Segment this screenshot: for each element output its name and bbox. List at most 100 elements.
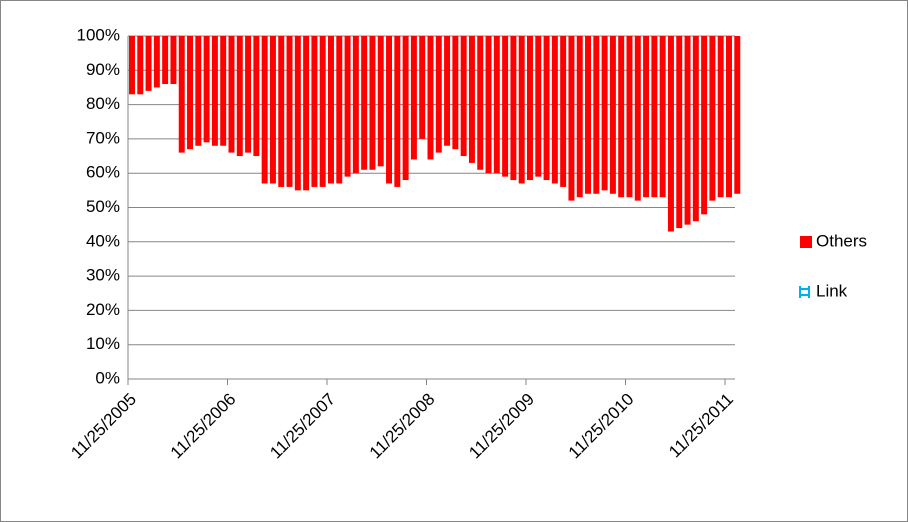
bar-segment xyxy=(145,36,152,91)
bar-segment xyxy=(369,170,375,379)
bar-segment xyxy=(444,36,451,146)
bar-segment xyxy=(717,36,724,198)
bar-segment xyxy=(468,36,475,163)
bar-segment xyxy=(667,36,674,232)
y-tick-label: 80% xyxy=(86,94,120,113)
bar-segment xyxy=(320,187,326,379)
bar-segment xyxy=(369,36,376,170)
bar-segment xyxy=(486,173,492,379)
bar-segment xyxy=(162,84,168,379)
bar-segment xyxy=(560,187,566,379)
bar-segment xyxy=(477,170,483,379)
y-tick-label: 30% xyxy=(86,266,120,285)
bar-segment xyxy=(311,36,318,187)
bar-segment xyxy=(303,36,310,191)
legend-label: Others xyxy=(816,231,867,250)
bar-segment xyxy=(692,36,699,222)
bar-segment xyxy=(452,149,458,379)
bar-segment xyxy=(510,36,517,181)
bar-segment xyxy=(204,142,210,379)
bar-segment xyxy=(137,36,144,95)
bar-segment xyxy=(701,36,708,215)
bar-segment xyxy=(718,197,724,379)
bar-segment xyxy=(203,36,210,143)
bar-segment xyxy=(502,36,509,177)
bar-segment xyxy=(154,87,160,379)
bar-segment xyxy=(709,36,716,201)
bar-segment xyxy=(228,36,235,153)
bar-segment xyxy=(336,36,343,184)
bar-segment xyxy=(709,201,715,379)
bar-segment xyxy=(601,36,608,191)
bar-segment xyxy=(627,197,633,379)
bar-segment xyxy=(212,146,218,379)
bar-segment xyxy=(651,36,658,198)
bar-segment xyxy=(153,36,160,88)
bar-segment xyxy=(593,36,600,194)
bar-segment xyxy=(734,36,741,194)
bar-segment xyxy=(519,183,525,379)
y-tick-label: 10% xyxy=(86,334,120,353)
bar-segment xyxy=(211,36,218,146)
bar-segment xyxy=(460,36,467,157)
bar-segment xyxy=(593,194,599,379)
bar-segment xyxy=(643,197,649,379)
bar-segment xyxy=(560,36,567,187)
bar-segment xyxy=(626,36,633,198)
bar-segment xyxy=(568,201,574,379)
y-tick-label: 100% xyxy=(77,25,120,44)
bar-segment xyxy=(659,36,666,198)
bar-segment xyxy=(502,177,508,379)
bar-segment xyxy=(253,36,260,157)
bar-segment xyxy=(278,36,285,187)
legend-swatch xyxy=(800,236,812,248)
bar-segment xyxy=(618,197,624,379)
bar-segment xyxy=(236,36,243,157)
y-tick-label: 0% xyxy=(95,368,120,387)
bar-segment xyxy=(179,153,185,379)
bar-segment xyxy=(361,36,368,170)
bar-segment xyxy=(461,156,467,379)
bar-segment xyxy=(726,197,732,379)
bar-segment xyxy=(378,166,384,379)
bar-segment xyxy=(262,183,268,379)
bar-segment xyxy=(195,146,201,379)
bar-segment xyxy=(287,187,293,379)
bar-segment xyxy=(618,36,625,198)
bar-segment xyxy=(269,36,276,184)
bar-segment xyxy=(609,36,616,194)
bar-segment xyxy=(178,36,185,153)
bar-segment xyxy=(187,149,193,379)
bar-segment xyxy=(220,36,227,146)
bar-segment xyxy=(394,36,401,187)
bar-segment xyxy=(435,36,442,153)
bar-segment xyxy=(527,36,533,181)
bar-segment xyxy=(386,183,392,379)
bar-segment xyxy=(344,36,351,177)
bar-segment xyxy=(195,36,202,146)
y-tick-label: 90% xyxy=(86,60,120,79)
bar-segment xyxy=(684,36,691,225)
bar-segment xyxy=(403,180,409,379)
bar-segment xyxy=(386,36,393,184)
bar-segment xyxy=(668,232,674,379)
bar-segment xyxy=(162,36,169,85)
bar-segment xyxy=(494,173,500,379)
bar-segment xyxy=(634,36,641,201)
bar-segment xyxy=(245,153,251,379)
bar-segment xyxy=(428,159,434,379)
bar-segment xyxy=(576,36,583,198)
bar-segment xyxy=(294,36,301,191)
bar-segment xyxy=(676,36,683,229)
bar-segment xyxy=(311,187,317,379)
bar-segment xyxy=(651,197,657,379)
legend-label: Link xyxy=(816,281,848,300)
bar-segment xyxy=(660,197,666,379)
bar-segment xyxy=(543,36,550,181)
bar-segment xyxy=(610,194,616,379)
bar-segment xyxy=(303,190,309,379)
bar-segment xyxy=(170,84,176,379)
y-tick-label: 50% xyxy=(86,197,120,216)
bar-segment xyxy=(551,36,558,184)
